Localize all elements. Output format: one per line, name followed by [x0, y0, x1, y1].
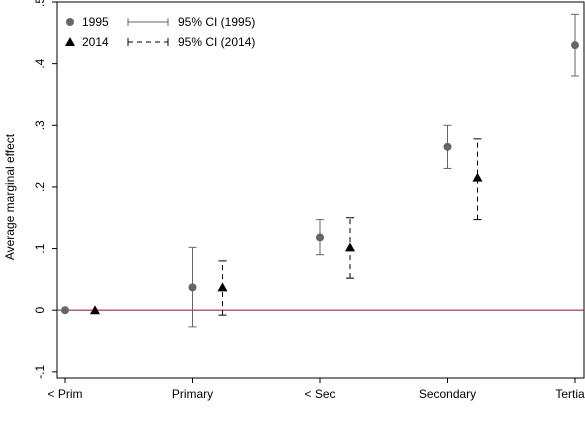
y-tick-label: 0 [33, 307, 47, 314]
y-tick-label: .5 [33, 0, 47, 7]
point [316, 233, 324, 242]
x-tick-label: Secondary [419, 387, 476, 401]
y-tick-label: .2 [33, 182, 47, 192]
plot-frame [56, 1, 585, 379]
point [571, 41, 579, 50]
legend-label: 1995 [82, 15, 109, 29]
legend-label: 2014 [82, 35, 109, 49]
point [472, 172, 483, 182]
legend-label: 95% CI (1995) [178, 15, 255, 29]
y-tick-label: .3 [33, 120, 47, 130]
point [345, 242, 355, 252]
x-tick-label: < Sec [304, 387, 335, 401]
x-tick-label: Primary [172, 387, 213, 401]
point [65, 37, 75, 46]
legend-label: 95% CI (2014) [178, 35, 255, 49]
point [188, 283, 197, 292]
point [90, 305, 100, 315]
y-tick-label: -.1 [33, 365, 47, 379]
x-tick-label: < Prim [47, 387, 82, 401]
y-axis-label: Average marginal effect [3, 133, 17, 260]
point [61, 306, 69, 315]
x-tick-label: Tertiary [555, 387, 585, 401]
point [443, 142, 452, 151]
y-tick-label: .4 [33, 58, 47, 68]
point [217, 282, 228, 292]
point [66, 18, 74, 26]
y-tick-label: .1 [33, 243, 47, 253]
